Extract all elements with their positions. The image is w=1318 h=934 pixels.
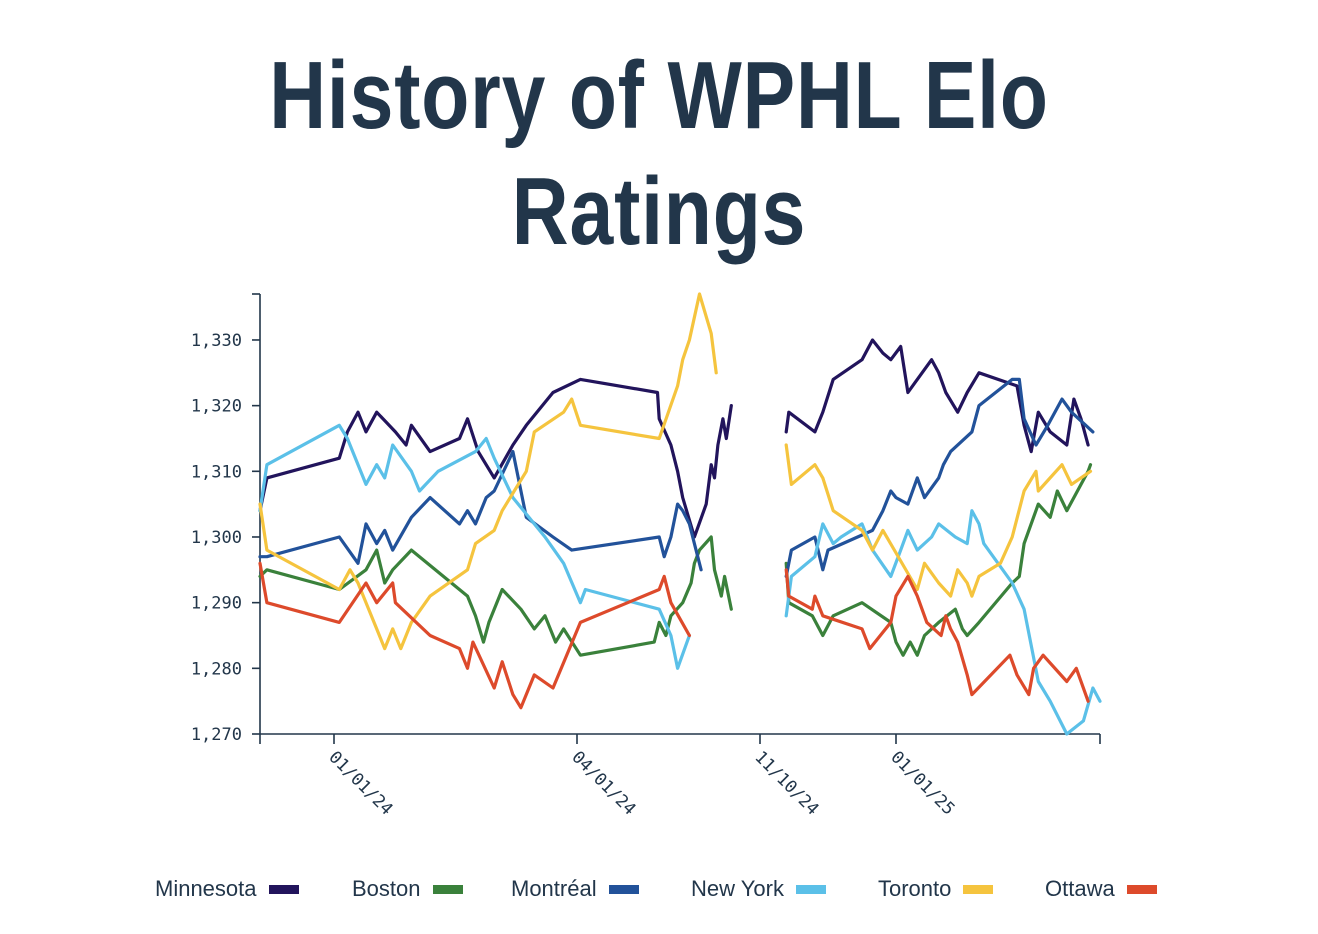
legend-swatch (795, 884, 826, 894)
legend-swatch (608, 884, 639, 894)
legend-item-new-york: New York (691, 874, 826, 904)
legend-item-toronto: Toronto (878, 874, 994, 904)
x-tick-label: 01/01/25 (886, 747, 958, 819)
y-tick-label: 1,310 (191, 462, 242, 482)
legend-label: Montréal (511, 876, 597, 901)
chart-title: History of WPHL Elo Ratings (269, 42, 1049, 265)
legend-label: New York (691, 876, 784, 901)
y-tick-label: 1,280 (191, 659, 242, 679)
series-line-toronto (258, 292, 718, 651)
series-lines (258, 292, 1102, 736)
legend-label: Boston (352, 876, 421, 901)
legend-swatch (432, 884, 463, 894)
legend-item-ottawa: Ottawa (1045, 874, 1157, 904)
series-line-boston (258, 535, 733, 657)
y-tick-label: 1,320 (191, 397, 242, 417)
series-line-montr-al (784, 377, 1095, 578)
legend: Minnesota Boston Montréal New York Toronto Ot… (0, 874, 1318, 904)
legend-label: Toronto (878, 876, 952, 901)
y-tick-label: 1,330 (191, 331, 242, 351)
x-tick-label: 01/01/24 (324, 747, 396, 819)
series-line-toronto (784, 443, 1093, 598)
series-line-new-york (784, 509, 1102, 736)
legend-swatch (963, 884, 994, 894)
x-tick-label: 04/01/24 (567, 747, 639, 819)
y-tick-label: 1,300 (191, 528, 242, 548)
y-tick-label: 1,270 (191, 725, 242, 745)
axes: 1,270 1,280 1,290 1,300 1,310 1,320 1,330 01/01… (191, 293, 1101, 819)
series-line-montr-al (258, 450, 703, 572)
legend-item-boston: Boston (352, 874, 463, 904)
series-line-ottawa (784, 568, 1090, 703)
legend-label: Ottawa (1045, 876, 1115, 901)
legend-item-minnesota: Minnesota (155, 874, 299, 904)
legend-swatch (268, 884, 299, 894)
x-tick-label: 11/10/24 (750, 747, 822, 819)
series-line-ottawa (258, 561, 691, 710)
legend-item-montr-al: Montréal (511, 874, 639, 904)
series-line-boston (784, 463, 1093, 657)
legend-swatch (1126, 884, 1157, 894)
legend-label: Minnesota (155, 876, 257, 901)
series-line-new-york (258, 423, 691, 670)
y-tick-label: 1,290 (191, 594, 242, 614)
series-line-minnesota (258, 377, 733, 539)
